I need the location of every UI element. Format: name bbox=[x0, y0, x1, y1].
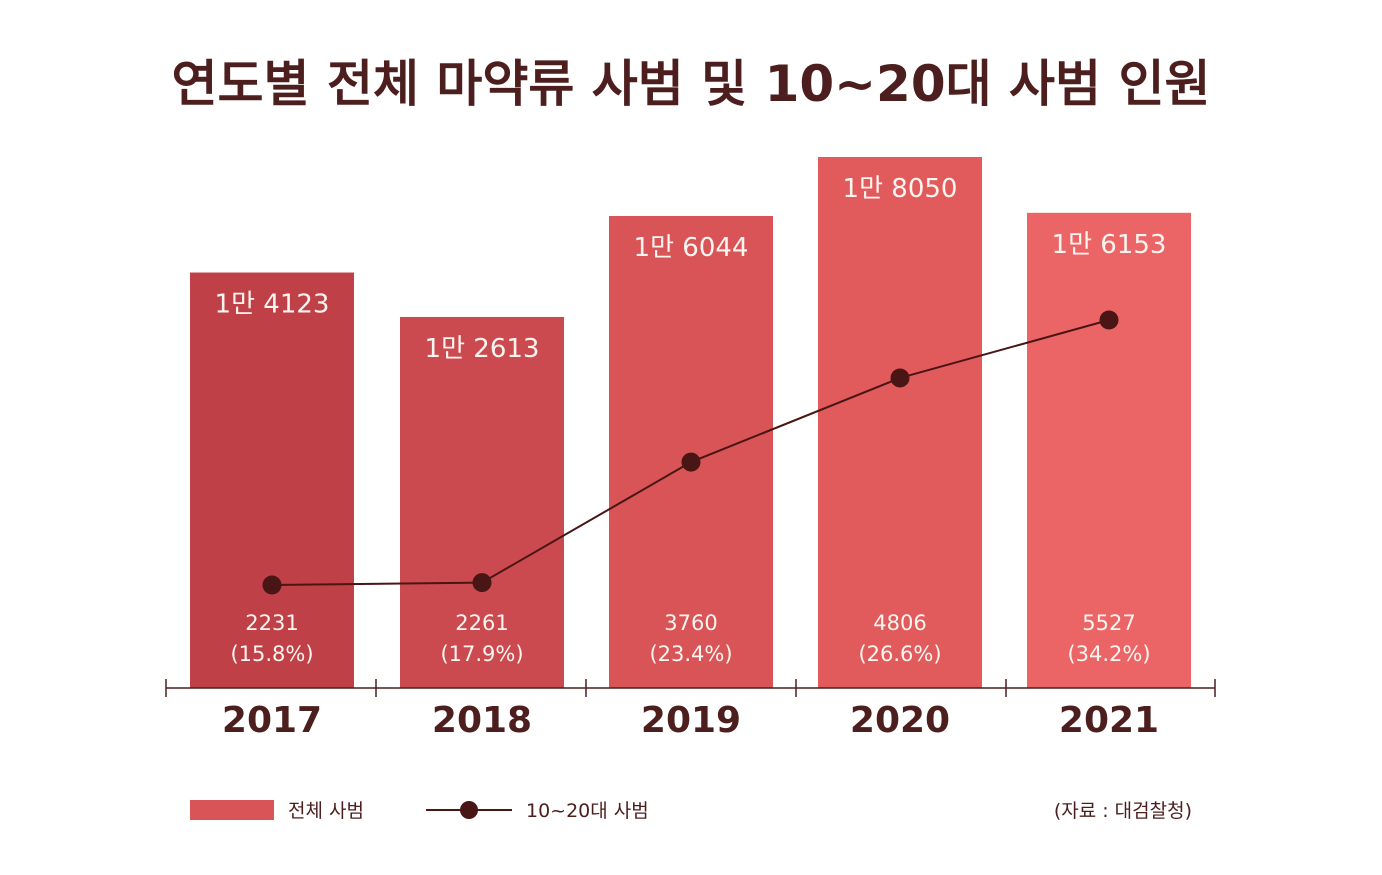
bars: 1만 4123 2231 (15.8%) 1만 2613 2261 (17.9%) 1만 6… bbox=[190, 157, 1191, 689]
youth-share-label-2020: (26.6%) bbox=[858, 642, 941, 666]
youth-count-label-2017: 2231 bbox=[245, 611, 298, 635]
bar-value-label-2018: 1만 2613 bbox=[425, 334, 540, 364]
bar-2018 bbox=[400, 316, 564, 688]
youth-point-2018 bbox=[472, 573, 492, 593]
youth-share-label-2017: (15.8%) bbox=[230, 642, 313, 666]
bar-value-label-2021: 1만 6153 bbox=[1052, 230, 1167, 260]
youth-count-label-2021: 5527 bbox=[1082, 611, 1135, 635]
legend-line-marker bbox=[460, 801, 478, 819]
legend-bar-label: 전체 사범 bbox=[288, 800, 364, 822]
youth-count-label-2019: 3760 bbox=[664, 611, 717, 635]
line-series bbox=[262, 310, 1119, 595]
bar-2021 bbox=[1027, 212, 1191, 688]
youth-count-label-2020: 4806 bbox=[873, 611, 926, 635]
youth-share-label-2018: (17.9%) bbox=[440, 642, 523, 666]
bar-2020 bbox=[818, 157, 982, 688]
youth-point-2017 bbox=[262, 575, 282, 595]
youth-share-label-2021: (34.2%) bbox=[1067, 642, 1150, 666]
bar-value-label-2017: 1만 4123 bbox=[215, 290, 330, 320]
x-tick-label-2017: 2017 bbox=[222, 700, 322, 741]
x-tick-label-2019: 2019 bbox=[641, 700, 741, 741]
youth-point-2021 bbox=[1099, 310, 1119, 330]
bar-value-label-2020: 1만 8050 bbox=[843, 174, 958, 204]
x-tick-label-2018: 2018 bbox=[432, 700, 532, 741]
x-axis: 2017 2018 2019 2020 2021 bbox=[165, 679, 1216, 741]
legend-bar-swatch bbox=[190, 800, 274, 820]
youth-count-label-2018: 2261 bbox=[455, 611, 508, 635]
bar-2019 bbox=[609, 216, 773, 689]
x-tick-label-2021: 2021 bbox=[1059, 700, 1159, 741]
bar-2017 bbox=[190, 272, 354, 688]
legend-line-label: 10~20대 사범 bbox=[526, 800, 649, 822]
source-note: (자료 : 대검찰청) bbox=[1054, 800, 1192, 822]
youth-share-label-2019: (23.4%) bbox=[649, 642, 732, 666]
youth-point-2020 bbox=[890, 368, 910, 388]
bar-value-label-2019: 1만 6044 bbox=[634, 233, 749, 263]
x-tick-label-2020: 2020 bbox=[850, 700, 950, 741]
youth-point-2019 bbox=[681, 452, 701, 472]
legend: 전체 사범 10~20대 사범 bbox=[190, 800, 649, 822]
chart-title: 연도별 전체 마약류 사범 및 10~20대 사범 인원 bbox=[172, 55, 1211, 113]
